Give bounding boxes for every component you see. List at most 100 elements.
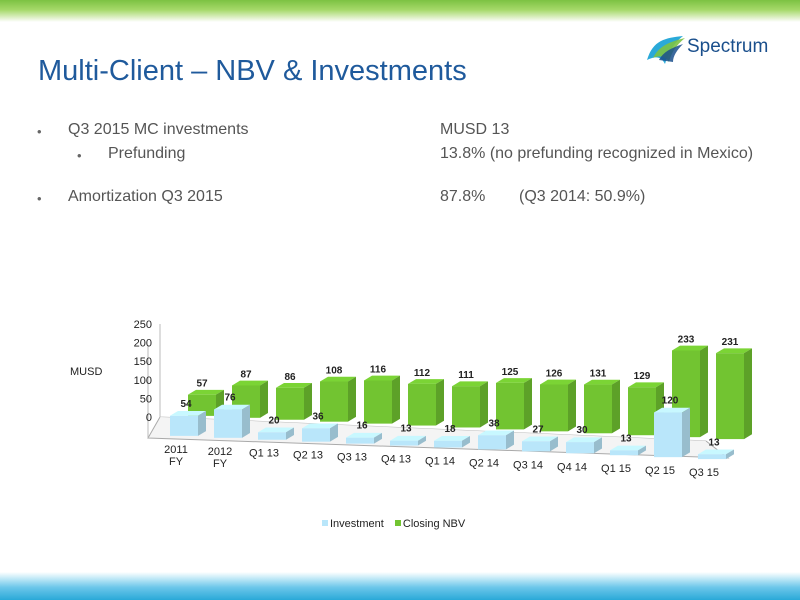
investment-bar [258,432,286,440]
investment-data-label: 13 [620,433,632,444]
nbv-bar-side [260,380,268,418]
x-tick-label: Q2 13 [293,450,323,462]
investment-bar-top [214,404,250,410]
nbv-bar-top [672,345,708,351]
legend-label-nbv: Closing NBV [402,518,466,530]
nbv-data-label: 131 [590,369,607,380]
x-tick-label: Q3 14 [513,459,543,471]
y-tick-label: 50 [140,393,152,405]
y-tick-label: 250 [134,319,152,331]
nbv-data-label: 126 [546,368,563,379]
nbv-bar [496,382,524,430]
sub-bullet-label: Prefunding [108,145,186,162]
bullet-label: Amortization Q3 2015 [68,188,223,205]
investment-data-label: 16 [356,421,368,432]
nbv-bar-side [304,382,312,420]
investment-bar-top [610,445,646,451]
investment-bar-side [550,436,558,452]
nbv-data-label: 86 [284,372,296,383]
investment-bar-side [418,435,426,446]
nbv-bar-side [436,379,444,426]
nbv-data-label: 129 [634,371,651,382]
nbv-bar-side [700,345,708,438]
investment-bar-side [330,423,338,442]
nbv-bar-top [408,379,444,384]
nbv-bar-side [744,348,752,440]
logo-wordmark: Spectrum [687,36,769,57]
investment-bar-top [478,430,514,436]
investment-data-label: 13 [708,437,720,448]
legend-label-investment: Investment [330,518,384,530]
bullet-value: 87.8% [440,188,486,205]
legend-item-investment: Investment [322,518,384,530]
nbv-bar-top [716,348,752,354]
x-tick-label: Q1 15 [601,463,631,475]
investment-bar-side [242,404,250,438]
investment-bar-top [302,423,338,429]
y-axis-label: MUSD [70,366,102,378]
investment-bar-side [682,407,690,458]
nbv-bar-top [320,376,356,382]
investment-bar-side [638,445,646,456]
x-tick-label: FY [213,458,228,470]
nbv-bar-top [628,382,664,388]
investment-bar [478,435,506,450]
nbv-data-label: 233 [678,334,695,345]
top-decorative-band [0,0,800,22]
spectrum-logo: Spectrum [643,30,788,70]
investment-bar [566,442,594,454]
investment-bar [302,428,330,442]
nbv-data-label: 57 [196,379,208,390]
nbv-bar [540,384,568,432]
nbv-bar [628,387,656,436]
investment-bar-side [374,432,382,444]
investment-data-label: 30 [576,425,588,436]
nbv-bar-top [496,378,532,383]
nbv-data-label: 231 [722,337,739,348]
sub-bullet-value: 13.8% (no prefunding recognized in Mexic… [440,145,754,162]
spectrum-wave-icon [647,36,685,64]
investment-bar [434,440,462,448]
nbv-bar [364,380,392,424]
nbv-bar-top [188,389,224,395]
y-tick-label: 200 [134,338,152,350]
bullet-dot: • [37,191,42,206]
bullet-dot: • [37,124,42,139]
nbv-bar-side [392,375,400,424]
nbv-bar-top [232,380,268,386]
x-tick-label: 2011 [164,444,188,456]
nbv-data-label: 108 [326,366,343,377]
nbv-bar [452,386,480,428]
bottom-decorative-band [0,572,800,600]
x-tick-label: Q3 13 [337,452,367,464]
x-tick-label: Q4 13 [381,454,411,466]
x-tick-label: FY [169,456,184,468]
x-tick-label: Q3 15 [689,467,719,479]
investment-bar-top [258,427,294,433]
investment-data-label: 27 [532,424,544,435]
investment-bar-top [170,410,206,416]
investment-data-label: 120 [662,396,679,407]
nbv-bar [408,383,436,426]
investment-data-label: 54 [180,399,192,410]
investment-bar [522,441,550,452]
chart-legend: Investment Closing NBV [322,518,473,530]
nbv-bar [276,387,304,420]
legend-item-nbv: Closing NBV [394,518,466,530]
investment-bar-side [286,427,294,440]
bullet-list: • Q3 2015 MC investments MUSD 13 • Prefu… [0,0,800,220]
investment-bar-top [566,437,602,443]
nbv-bar-top [540,379,576,385]
nbv-bar-top [276,382,312,388]
investment-data-label: 36 [312,411,324,422]
slide-title: Multi-Client – NBV & Investments [38,55,467,87]
investment-bar-top [390,435,426,441]
investment-bar-top [654,407,690,413]
nbv-bar-side [524,378,532,430]
legend-swatch-investment [322,520,328,526]
investment-bar-top [346,432,382,438]
x-tick-label: Q1 13 [249,448,279,460]
bullet-value: MUSD 13 [440,121,510,138]
nbv-bar-side [568,379,576,432]
